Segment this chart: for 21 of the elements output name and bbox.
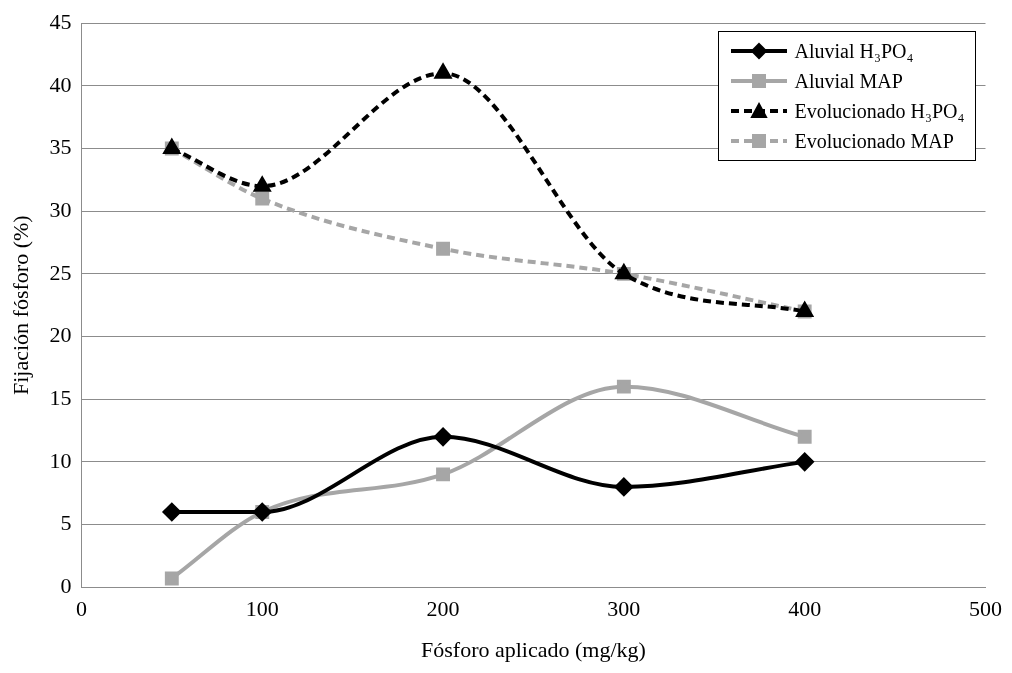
y-tick-label: 35 <box>49 134 72 160</box>
x-tick-label: 400 <box>788 596 822 622</box>
y-tick-label: 10 <box>49 447 72 473</box>
x-tick-label: 300 <box>607 596 641 622</box>
legend-label: Aluvial MAP <box>794 69 903 93</box>
x-tick-label: 500 <box>969 596 1002 622</box>
y-axis-title: Fijación fósforo (%) <box>7 215 33 396</box>
x-tick-label: 200 <box>426 596 460 622</box>
y-tick-label: 40 <box>49 71 72 97</box>
y-tick-label: 25 <box>49 259 72 285</box>
y-tick-label: 0 <box>60 572 72 598</box>
y-tick-label: 30 <box>49 196 72 222</box>
legend-label: Evolucionado MAP <box>794 129 954 153</box>
y-tick-label: 20 <box>49 322 72 348</box>
x-axis-title: Fósforo aplicado (mg/kg) <box>421 636 646 662</box>
y-tick-label: 15 <box>49 384 72 410</box>
y-tick-label: 5 <box>60 510 72 536</box>
legend-label: Evolucionado H₃PO₄ <box>794 99 965 123</box>
y-tick-label: 45 <box>49 8 72 34</box>
legend-label: Aluvial H₃PO₄ <box>794 39 914 63</box>
x-tick-label: 100 <box>245 596 279 622</box>
